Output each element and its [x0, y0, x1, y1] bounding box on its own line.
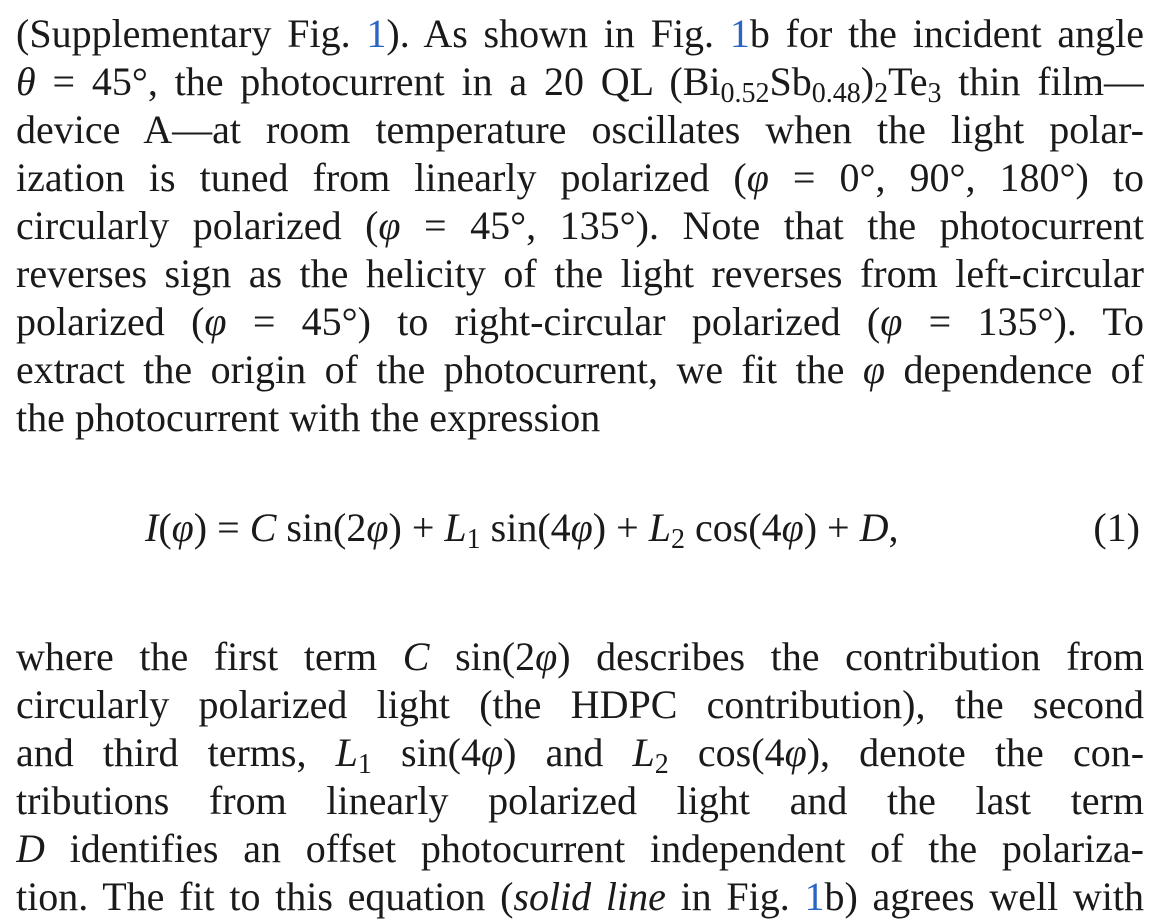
figure-1-link[interactable]: 1: [729, 11, 750, 56]
math-op: ) +: [803, 505, 860, 550]
text-span: = 135°). To: [902, 299, 1144, 344]
phi-symbol: φ: [366, 505, 389, 550]
phi-symbol: φ: [535, 634, 558, 679]
subscript: 1: [357, 749, 372, 778]
paragraph-explanation: where the first term C sin(2φ) describes…: [16, 633, 1144, 921]
phi-symbol: φ: [204, 299, 227, 344]
text-span: Sb: [769, 59, 812, 104]
text-span: in Fig.: [665, 874, 805, 919]
math-op: ,: [888, 505, 899, 550]
text-span: ) describes the contribution from: [557, 634, 1144, 679]
math-op: ) +: [388, 505, 445, 550]
figure-1-link[interactable]: 1: [804, 874, 825, 919]
text-span: = 45°, the photocurrent in a 20 QL (Bi: [35, 59, 721, 104]
subscript: 0.52: [720, 78, 770, 107]
text-span: thin film—: [941, 59, 1144, 104]
math-var: I: [145, 505, 159, 550]
equation-number: (1): [1093, 505, 1140, 550]
math-var: L: [335, 730, 358, 775]
text-span: ization is tuned from linearly polarized…: [16, 155, 747, 200]
theta-symbol: θ: [16, 59, 36, 104]
phi-symbol: φ: [171, 505, 194, 550]
text-line: tion. The fit to this equation (solid li…: [16, 873, 1144, 921]
text-span: extract the origin of the photocurrent, …: [16, 347, 863, 392]
text-span-italic: solid line: [513, 874, 666, 919]
text-line: ization is tuned from linearly polarized…: [16, 154, 1144, 202]
math-var: L: [444, 505, 467, 550]
text-span: polarized (: [16, 299, 205, 344]
text-line: tributions from linearly polarized light…: [16, 778, 1144, 823]
math-op: ) +: [592, 505, 649, 550]
text-span: ). As shown in Fig.: [386, 11, 730, 56]
math-var: C: [402, 634, 430, 679]
text-span: dependence of: [885, 347, 1144, 392]
text-line: D identifies an offset photocurrent inde…: [16, 825, 1144, 873]
equation-1: I(φ) = C sin(2φ) + L1 sin(4φ) + L2 cos(4…: [16, 498, 1144, 558]
supplementary-figure-link[interactable]: 1: [366, 11, 387, 56]
text-span: sin(2: [429, 634, 536, 679]
phi-symbol: φ: [880, 299, 903, 344]
subscript: 2: [654, 749, 669, 778]
text-line: (Supplementary Fig. 1). As shown in Fig.…: [16, 10, 1144, 58]
math-op: (: [158, 505, 172, 550]
text-span: sin(4: [371, 730, 482, 775]
phi-symbol: φ: [481, 730, 504, 775]
subscript: 2: [670, 524, 685, 555]
text-line: θ = 45°, the photocurrent in a 20 QL (Bi…: [16, 58, 1144, 106]
text-span: circularly polarized (: [16, 203, 379, 248]
text-span: tion. The fit to this equation (: [16, 874, 514, 919]
phi-symbol: φ: [570, 505, 593, 550]
phi-symbol: φ: [784, 730, 807, 775]
math-func: sin(2: [276, 505, 367, 550]
math-var: C: [249, 505, 277, 550]
text-span: = 45°) to right-circular polarized (: [226, 299, 881, 344]
text-span: and third terms,: [16, 730, 336, 775]
text-span: identifies an offset photocurrent indepe…: [44, 826, 1144, 871]
text-line: polarized (φ = 45°) to right-circular po…: [16, 298, 1144, 346]
text-span: cos(4: [668, 730, 785, 775]
math-var: D: [859, 505, 889, 550]
math-func: sin(4: [480, 505, 571, 550]
article-page: (Supplementary Fig. 1). As shown in Fig.…: [16, 10, 1144, 919]
phi-symbol: φ: [781, 505, 804, 550]
text-span: = 0°, 90°, 180°) to: [768, 155, 1144, 200]
text-span: b for the incident angle: [749, 11, 1144, 56]
text-line: circularly polarized (φ = 45°, 135°). No…: [16, 202, 1144, 250]
text-span: ): [860, 59, 875, 104]
paragraph-intro: (Supplementary Fig. 1). As shown in Fig.…: [16, 10, 1144, 442]
subscript: 1: [466, 524, 481, 555]
phi-symbol: φ: [746, 155, 769, 200]
equation-expression: I(φ) = C sin(2φ) + L1 sin(4φ) + L2 cos(4…: [145, 498, 899, 558]
math-var: L: [648, 505, 671, 550]
phi-symbol: φ: [862, 347, 886, 392]
subscript: 3: [927, 78, 942, 107]
subscript: 2: [874, 78, 889, 107]
text-line: circularly polarized light (the HDPC con…: [16, 682, 1144, 727]
text-span: = 45°, 135°). Note that the photocurrent: [400, 203, 1144, 248]
text-line: the photocurrent with the expression: [16, 395, 601, 440]
math-func: cos(4: [684, 505, 782, 550]
text-line: extract the origin of the photocurrent, …: [16, 346, 1144, 394]
text-span: ), denote the con-: [806, 730, 1144, 775]
text-line: device A—at room temperature oscillates …: [16, 107, 1144, 152]
text-line: where the first term C sin(2φ) describes…: [16, 633, 1144, 681]
text-span: b) agrees well with: [824, 874, 1144, 919]
math-var: L: [632, 730, 655, 775]
text-line: reverses sign as the helicity of the lig…: [16, 251, 1144, 296]
text-span: (Supplementary Fig.: [16, 11, 367, 56]
subscript: 0.48: [811, 78, 861, 107]
phi-symbol: φ: [378, 203, 401, 248]
text-span: ) and: [503, 730, 633, 775]
math-op: ) =: [193, 505, 250, 550]
text-span: where the first term: [16, 634, 403, 679]
math-var: D: [16, 826, 45, 871]
text-span: Te: [888, 59, 928, 104]
text-line: and third terms, L1 sin(4φ) and L2 cos(4…: [16, 729, 1144, 777]
